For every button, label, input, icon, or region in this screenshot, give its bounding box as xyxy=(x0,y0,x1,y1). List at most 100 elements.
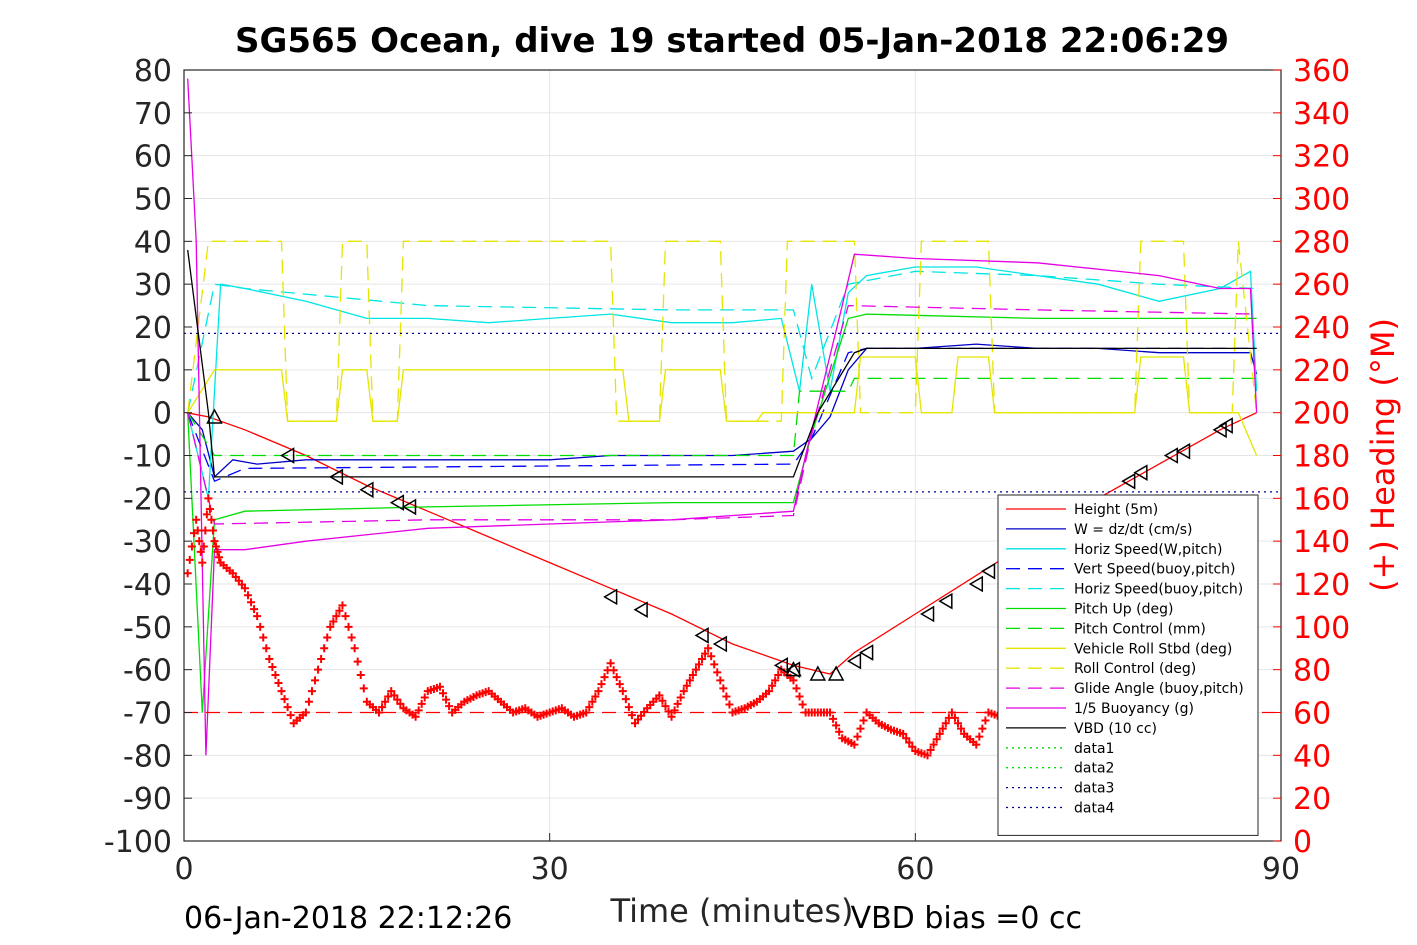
heading-point xyxy=(713,668,722,677)
heading-point xyxy=(314,665,323,674)
y-tick-label: -90 xyxy=(123,782,172,817)
marker-triangle-left xyxy=(328,468,344,486)
heading-point xyxy=(326,622,335,631)
heading-point xyxy=(664,707,673,716)
heading-point xyxy=(356,671,365,680)
heading-point xyxy=(832,721,841,730)
heading-point xyxy=(953,719,962,728)
heading-point xyxy=(196,547,205,556)
heading-point xyxy=(972,740,981,749)
chart-title: SG565 Ocean, dive 19 started 05-Jan-2018… xyxy=(235,21,1229,61)
heading-point xyxy=(384,692,393,701)
y-right-tick-label: 260 xyxy=(1293,268,1350,303)
heading-point xyxy=(621,695,630,704)
heading-point xyxy=(307,687,316,696)
y-tick-label: -50 xyxy=(123,611,172,646)
legend-label: Roll Control (deg) xyxy=(1074,661,1196,677)
heading-point xyxy=(378,703,387,712)
heading-point xyxy=(184,569,192,578)
heading-point xyxy=(667,712,676,721)
heading-point xyxy=(722,692,731,701)
heading-point xyxy=(347,633,356,642)
marker-triangle-left xyxy=(1163,447,1179,464)
heading-point xyxy=(716,676,725,685)
heading-point xyxy=(935,729,944,738)
marker-triangle-left xyxy=(773,657,789,674)
x-tick-label: 60 xyxy=(896,852,934,887)
y-tick-label: -80 xyxy=(123,739,172,774)
y-tick-label: -70 xyxy=(123,697,172,732)
heading-point xyxy=(661,702,670,711)
heading-point xyxy=(274,679,283,688)
marker-triangle-left xyxy=(1121,472,1136,490)
heading-point xyxy=(210,537,219,546)
marker-triangle-left xyxy=(1176,442,1191,460)
heading-layer xyxy=(184,494,1014,760)
y-tick-label: -60 xyxy=(123,654,172,689)
y-tick-label: 70 xyxy=(134,97,172,132)
marker-triangle-left xyxy=(1133,464,1148,481)
heading-point xyxy=(195,537,204,546)
heading-point xyxy=(774,671,783,680)
heading-point xyxy=(658,696,667,705)
legend-label: Pitch Up (deg) xyxy=(1074,602,1173,618)
y-right-tick-label: 200 xyxy=(1293,397,1350,432)
heading-point xyxy=(899,729,908,738)
heading-point xyxy=(618,687,627,696)
heading-point xyxy=(853,732,862,741)
heading-point xyxy=(332,612,341,621)
y-tick-label: 20 xyxy=(134,311,172,346)
y-right-tick-label: 140 xyxy=(1293,525,1350,560)
heading-point xyxy=(259,633,268,642)
heading-point xyxy=(193,526,202,535)
x-axis-label: Time (minutes) xyxy=(610,892,854,930)
heading-point xyxy=(208,526,217,535)
heading-point xyxy=(932,735,941,744)
heading-point xyxy=(707,652,716,661)
heading-point xyxy=(201,526,210,535)
heading-point xyxy=(655,691,664,700)
series-line-5 xyxy=(187,313,1257,713)
heading-point xyxy=(240,584,249,593)
heading-point xyxy=(905,738,914,747)
marker-triangle-left xyxy=(968,575,984,593)
marker-triangle-left xyxy=(633,601,648,619)
x-tick-label: 0 xyxy=(174,852,193,887)
y-right-tick-label: 360 xyxy=(1293,54,1350,89)
marker-triangle-left xyxy=(389,494,405,511)
heading-point xyxy=(198,558,207,567)
heading-point xyxy=(445,702,454,711)
y-right-tick-label: 80 xyxy=(1293,654,1331,689)
heading-point xyxy=(439,689,448,698)
legend-label: 1/5 Buoyancy (g) xyxy=(1074,701,1194,717)
heading-point xyxy=(396,699,405,708)
heading-point xyxy=(609,666,618,675)
y-right-tick-label: 280 xyxy=(1293,225,1350,260)
legend-label: Vehicle Roll Stbd (deg) xyxy=(1074,641,1232,657)
marker-triangle-up xyxy=(206,408,223,424)
heading-point xyxy=(317,654,326,663)
footer-timestamp: 06-Jan-2018 22:12:26 xyxy=(184,901,512,936)
y-tick-label: -100 xyxy=(104,825,172,860)
heading-point xyxy=(688,671,697,680)
y-tick-label: -30 xyxy=(123,525,172,560)
y-right-tick-label: 320 xyxy=(1293,140,1350,175)
heading-point xyxy=(612,673,621,682)
legend-label: Vert Speed(buoy,pitch) xyxy=(1074,562,1236,578)
heading-point xyxy=(304,697,313,706)
heading-point xyxy=(923,751,932,760)
heading-point xyxy=(795,692,804,701)
y-tick-label: 10 xyxy=(134,354,172,389)
heading-point xyxy=(283,703,292,712)
legend-label: data4 xyxy=(1074,801,1115,817)
heading-point xyxy=(250,605,259,614)
heading-point xyxy=(199,542,208,551)
heading-point xyxy=(202,510,211,519)
heading-point xyxy=(338,601,347,610)
marker-triangle-left xyxy=(846,652,862,670)
heading-point xyxy=(585,703,594,712)
legend-label: data2 xyxy=(1074,761,1114,777)
y-right-tick-label: 120 xyxy=(1293,568,1350,603)
heading-point xyxy=(835,727,844,736)
y-right-tick-label: 40 xyxy=(1293,739,1331,774)
